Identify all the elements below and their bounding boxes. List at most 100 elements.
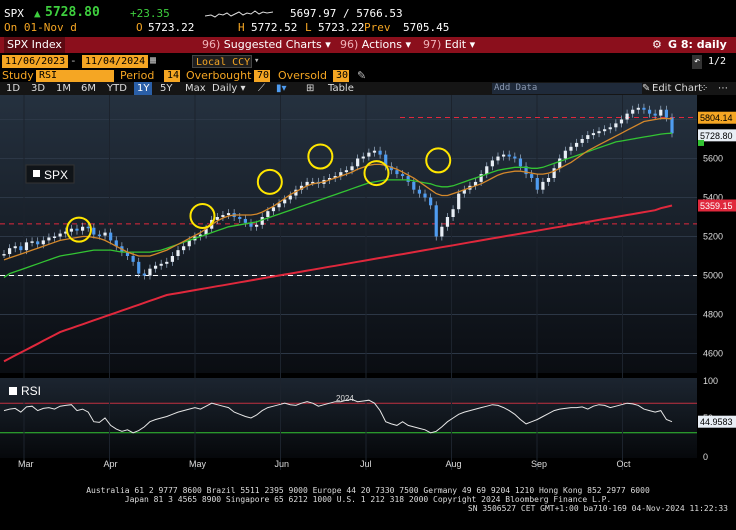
line-chart-icon[interactable]: ⟋ (258, 83, 265, 94)
x-tick-label: Sep (531, 459, 547, 469)
oversold-input[interactable]: 30 (333, 70, 349, 82)
candle-body (30, 241, 34, 243)
candle-body (389, 166, 393, 171)
candle-body (249, 222, 253, 227)
candle-body (423, 193, 427, 198)
candle-body (255, 224, 259, 227)
range-ytd[interactable]: YTD (107, 83, 127, 94)
menu-edit[interactable]: 97) Edit ▾ (423, 37, 475, 53)
highlight-circles (65, 143, 452, 243)
candle-body (283, 199, 287, 204)
sparkline-icon (205, 10, 273, 18)
candle-body (182, 246, 186, 251)
candle-body (395, 170, 399, 175)
candle-body (501, 154, 506, 157)
candle-body (294, 189, 298, 196)
legend-rsi-label: RSI (21, 384, 41, 398)
period-input[interactable]: 14 (164, 70, 180, 82)
open-label: O (136, 21, 143, 34)
candle-body (344, 170, 349, 173)
menu-suggested-charts[interactable]: 96) Suggested Charts ▾ (202, 37, 331, 53)
day-range: 5697.97 / 5766.53 (290, 7, 403, 20)
candle-body (97, 234, 102, 237)
xaxis-bg (0, 458, 697, 470)
overbought-input[interactable]: 70 (254, 70, 270, 82)
menu-label: Suggested Charts ▾ (223, 38, 331, 51)
range-5y[interactable]: 5Y (160, 83, 173, 94)
range-3d[interactable]: 3D (31, 83, 46, 94)
menu-number: 96) (340, 38, 359, 51)
rsi-tag: 44.9583 (700, 417, 733, 427)
x-tick-label: Jul (360, 459, 372, 469)
ma-mid-tag (698, 139, 704, 146)
footer-line-2: Japan 81 3 4565 8900 Singapore 65 6212 1… (124, 495, 612, 504)
add-data-input[interactable]: Add Data (492, 83, 642, 94)
candle-body (24, 242, 29, 251)
table-button[interactable]: Table (328, 83, 354, 94)
pencil-icon[interactable]: ✎ (357, 69, 367, 82)
candle-body (125, 252, 130, 256)
year-label: 2024 (336, 394, 354, 403)
security-field[interactable]: SPX Index (4, 37, 65, 53)
ma-50-line (3, 117, 673, 261)
table-icon[interactable]: ⊞ (306, 83, 315, 94)
edit-chart-button[interactable]: Edit Chart (652, 83, 703, 94)
menu-bar: SPX Index 96) Suggested Charts ▾ 96) Act… (0, 37, 736, 53)
candle-body (412, 181, 416, 190)
last-price: 5728.80 (45, 5, 100, 20)
edit-pencil-icon[interactable]: ✎ (642, 83, 651, 94)
candle-body (518, 158, 523, 167)
range-max[interactable]: Max (185, 83, 206, 94)
rsi-tag-bg (698, 415, 736, 428)
range-1m[interactable]: 1M (56, 83, 71, 94)
study-select[interactable]: RSI (36, 70, 114, 82)
date-separator: - (70, 54, 77, 67)
candle-body (541, 181, 545, 190)
range-1d[interactable]: 1D (6, 83, 21, 94)
page-indicator: 1/2 (708, 56, 727, 67)
frequency-select[interactable]: Daily ▾ (212, 83, 246, 94)
settings-icon[interactable]: ⁘ (700, 83, 709, 94)
candle-body (198, 234, 203, 237)
price-chart[interactable]: 5800560054005200500048004600100500 MarAp… (0, 95, 736, 530)
candle-body (114, 240, 118, 247)
x-tick-label: Jun (275, 459, 290, 469)
start-date-input[interactable]: 11/06/2023 (2, 55, 69, 68)
open-value: 5723.22 (148, 21, 195, 34)
candle-chart-icon[interactable]: ▮▾ (276, 83, 287, 94)
chevron-down-icon[interactable]: ▾ (254, 56, 260, 66)
ticker: SPX (4, 7, 24, 20)
candle-body (266, 211, 270, 217)
candle-body (350, 166, 354, 171)
candle-body (479, 174, 483, 182)
candle-body (165, 261, 169, 264)
more-icon[interactable]: ⋯ (718, 83, 728, 94)
candle-body (238, 217, 242, 219)
on-date: On 01-Nov d (4, 21, 77, 34)
candle-body (13, 246, 17, 249)
candle-body (563, 150, 567, 159)
page-back-icon[interactable]: ↶ (692, 55, 703, 69)
calendar-icon[interactable]: ▦ (150, 55, 157, 66)
y-tick-label: 5400 (703, 193, 723, 203)
candle-body (47, 237, 51, 241)
candle-body (333, 176, 337, 178)
candle-body (69, 228, 73, 232)
candle-body (580, 139, 584, 143)
price-tags: 5804.14 5728.80 5359.15 44.9583 (698, 111, 736, 428)
currency-select[interactable]: Local CCY (192, 55, 252, 68)
candle-body (384, 154, 388, 167)
highlight-circle (189, 202, 216, 229)
candle-body (473, 181, 478, 186)
range-6m[interactable]: 6M (81, 83, 96, 94)
candle-body (92, 227, 96, 235)
candle-body (569, 146, 573, 151)
menu-actions[interactable]: 96) Actions ▾ (340, 37, 411, 53)
candle-body (417, 189, 421, 194)
end-date-input[interactable]: 11/04/2024 (82, 55, 149, 68)
gear-icon[interactable]: ⚙ (652, 38, 662, 51)
menu-label: Actions ▾ (361, 38, 411, 51)
range-1y[interactable]: 1Y (134, 82, 153, 95)
last-price-tag: 5728.80 (700, 131, 733, 141)
footer-line-1: Australia 61 2 9777 8600 Brazil 5511 239… (86, 486, 650, 495)
